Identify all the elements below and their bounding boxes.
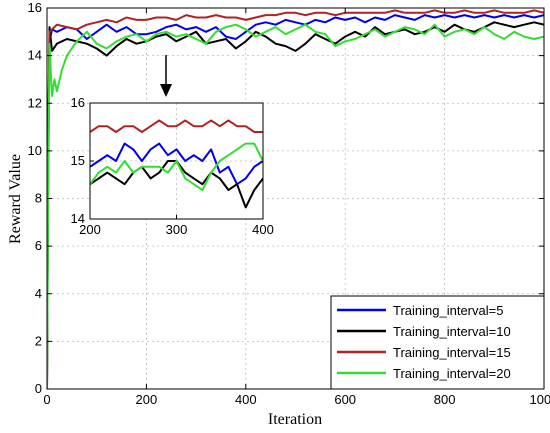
- inset-frame: [89, 102, 264, 220]
- x-tick-label: 0: [43, 392, 50, 407]
- inset-y-tick-label: 16: [71, 95, 85, 110]
- x-tick-label: 800: [434, 392, 456, 407]
- y-tick-label: 14: [28, 48, 42, 63]
- series-line-3: [47, 9, 544, 389]
- series-line-2: [47, 21, 544, 389]
- inset-pointer-arrow: [160, 55, 172, 97]
- inset-series-line-4: [90, 142, 263, 191]
- inset-lines: [90, 119, 263, 209]
- x-axis-title: Iteration: [268, 411, 322, 428]
- inset-series-line-1: [90, 142, 263, 186]
- y-tick-label: 0: [35, 381, 42, 396]
- y-axis-title: Reward Value: [7, 154, 24, 244]
- y-tick-label: 12: [28, 95, 42, 110]
- x-tick-label: 200: [136, 392, 158, 407]
- y-tick-label: 10: [28, 143, 42, 158]
- y-tick-label: 4: [35, 286, 42, 301]
- inset-zoom-plot: 200 300 400 14 15 16: [71, 95, 274, 237]
- inset-y-tick-label: 15: [71, 153, 85, 168]
- inset-series-line-3: [90, 119, 263, 133]
- series-line-4: [47, 23, 544, 389]
- y-tick-label: 6: [35, 238, 42, 253]
- inset-x-tick-label: 200: [79, 222, 101, 237]
- plot-frame: [46, 7, 545, 390]
- legend-label-4: Training_interval=20: [393, 366, 511, 381]
- x-tick-label: 400: [235, 392, 257, 407]
- series-line-1: [47, 14, 544, 389]
- y-tick-label: 8: [35, 191, 42, 206]
- y-tick-label: 16: [28, 0, 42, 15]
- inset-y-tick-label: 14: [71, 211, 85, 226]
- legend-label-3: Training_interval=15: [393, 345, 511, 360]
- x-tick-label: 600: [334, 392, 356, 407]
- main-plot-area: [47, 9, 544, 389]
- legend-label-2: Training_interval=10: [393, 324, 511, 339]
- inset-x-tick-label: 300: [166, 222, 188, 237]
- legend: Training_interval=5 Training_interval=10 T…: [330, 295, 545, 390]
- y-tick-label: 2: [35, 333, 42, 348]
- legend-label-1: Training_interval=5: [393, 303, 503, 318]
- inset-x-tick-label: 400: [252, 222, 274, 237]
